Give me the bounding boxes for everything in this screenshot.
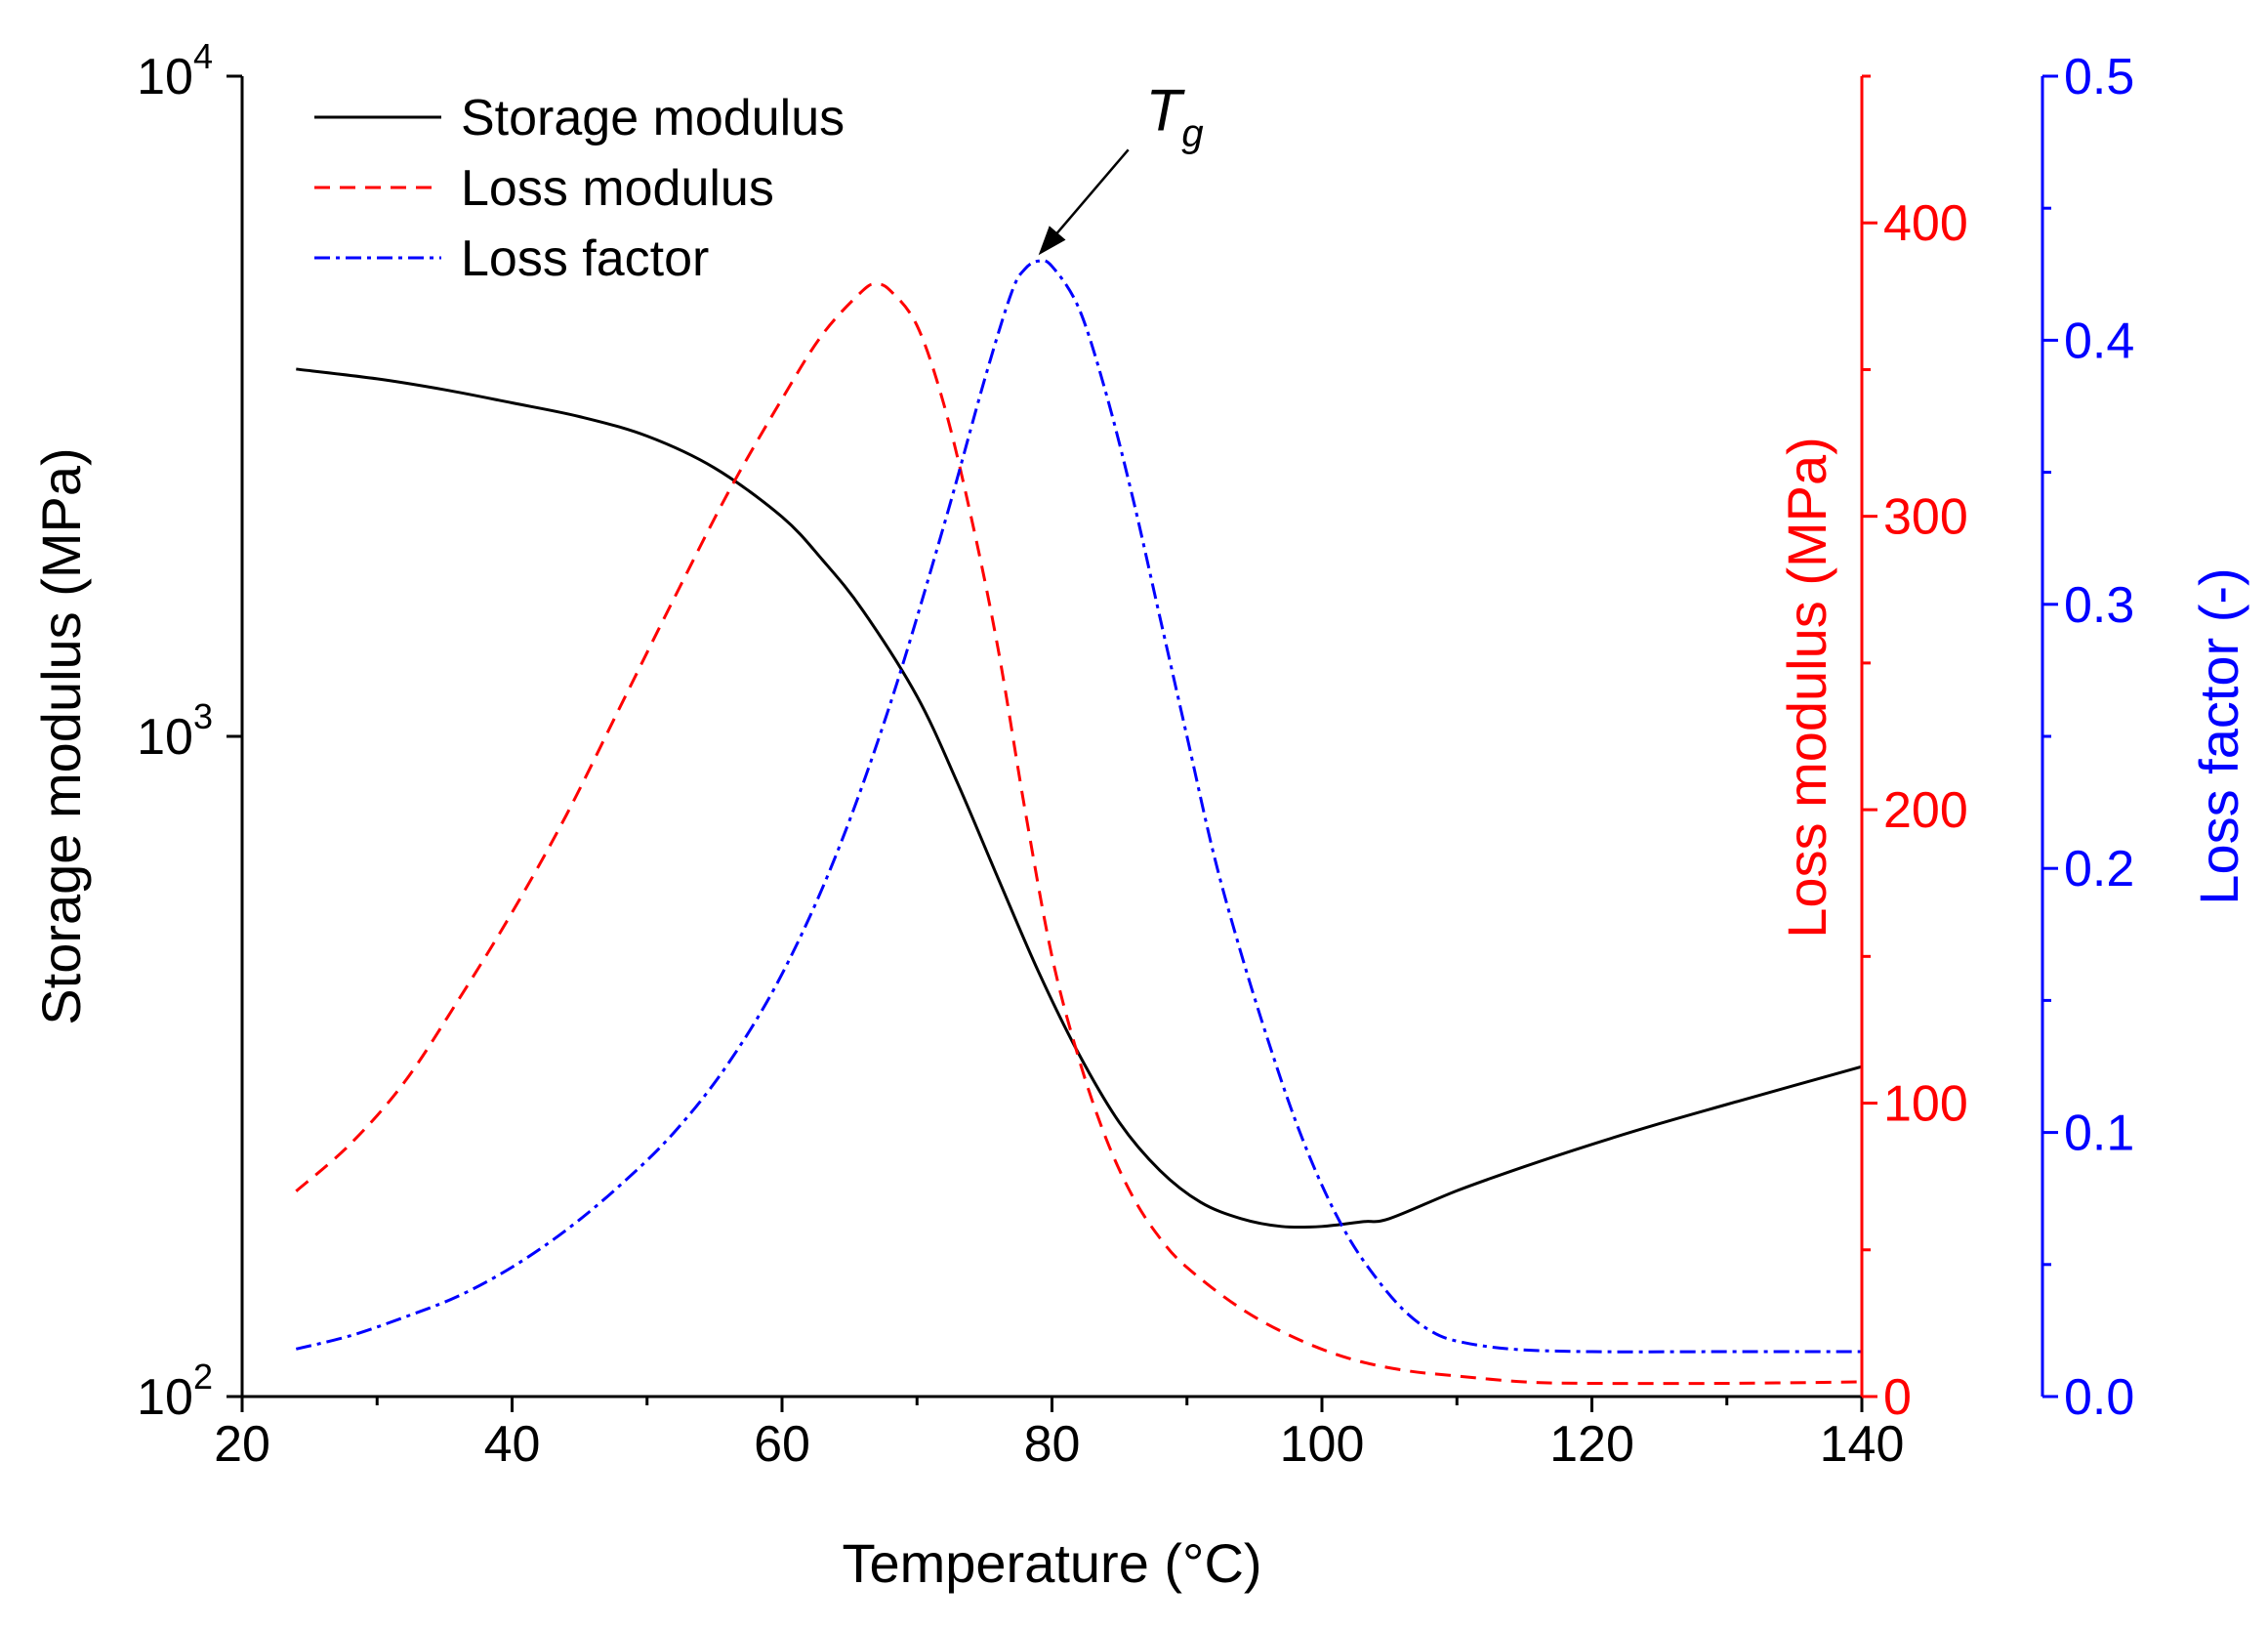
loss-factor-tick-label: 0.0: [2064, 1369, 2134, 1426]
tg-label: Tg: [1146, 77, 1204, 154]
loss-factor-line: [295, 259, 1862, 1354]
x-tick-label: 80: [1024, 1416, 1081, 1473]
storage-modulus-legend-label: Storage modulus: [461, 90, 845, 146]
tg-arrow-shaft: [1047, 148, 1130, 245]
loss-factor-tick-label: 0.5: [2064, 49, 2134, 105]
left-tick-base: 10: [137, 709, 193, 766]
loss-modulus-tick-label: 300: [1883, 489, 1968, 546]
tg-label-subscript: g: [1181, 111, 1203, 154]
loss-modulus-tick-label: 400: [1883, 195, 1968, 252]
loss-factor-tick-label: 0.3: [2064, 577, 2134, 634]
left-tick-base: 10: [137, 1369, 193, 1426]
x-tick-label: 120: [1549, 1416, 1634, 1473]
left-tick-label: 104: [137, 36, 213, 105]
loss-modulus-tick-label: 200: [1883, 782, 1968, 839]
left-tick-exponent: 4: [193, 36, 213, 76]
legend: Storage modulus Loss modulus Loss factor: [314, 90, 845, 287]
x-tick-label: 20: [214, 1416, 270, 1473]
left-tick-label: 102: [137, 1357, 213, 1426]
loss-factor-tick-label: 0.1: [2064, 1106, 2134, 1162]
x-tick-label: 40: [484, 1416, 541, 1473]
loss-factor-axis-label: Loss factor (-): [2188, 567, 2249, 904]
loss-factor-tick-label: 0.2: [2064, 841, 2134, 897]
plot-area: [295, 259, 1863, 1386]
left-tick-base: 10: [137, 49, 193, 105]
left-tick-exponent: 2: [193, 1357, 213, 1397]
left-tick-label: 103: [137, 696, 213, 766]
storage-modulus-line: [296, 367, 1863, 1230]
loss-modulus-tick-label: 100: [1883, 1076, 1968, 1133]
loss-modulus-tick-label: 0: [1883, 1369, 1912, 1426]
x-axis-label: Temperature (°C): [842, 1532, 1261, 1594]
left-tick-exponent: 3: [193, 696, 213, 736]
left-axis-label: Storage modulus (MPa): [30, 447, 92, 1024]
loss-factor-tick-label: 0.4: [2064, 313, 2134, 369]
x-tick-label: 60: [754, 1416, 810, 1473]
x-tick-label: 140: [1820, 1416, 1905, 1473]
annotations: Tg: [1038, 77, 1204, 256]
loss-modulus-legend-label: Loss modulus: [461, 160, 774, 217]
loss-modulus-line: [295, 282, 1863, 1386]
loss-modulus-axis-label: Loss modulus (MPa): [1776, 437, 1837, 939]
tg-arrow-head: [1038, 226, 1066, 256]
loss-factor-legend-label: Loss factor: [461, 230, 709, 287]
tg-label-base: T: [1146, 77, 1186, 143]
x-tick-label: 100: [1280, 1416, 1365, 1473]
